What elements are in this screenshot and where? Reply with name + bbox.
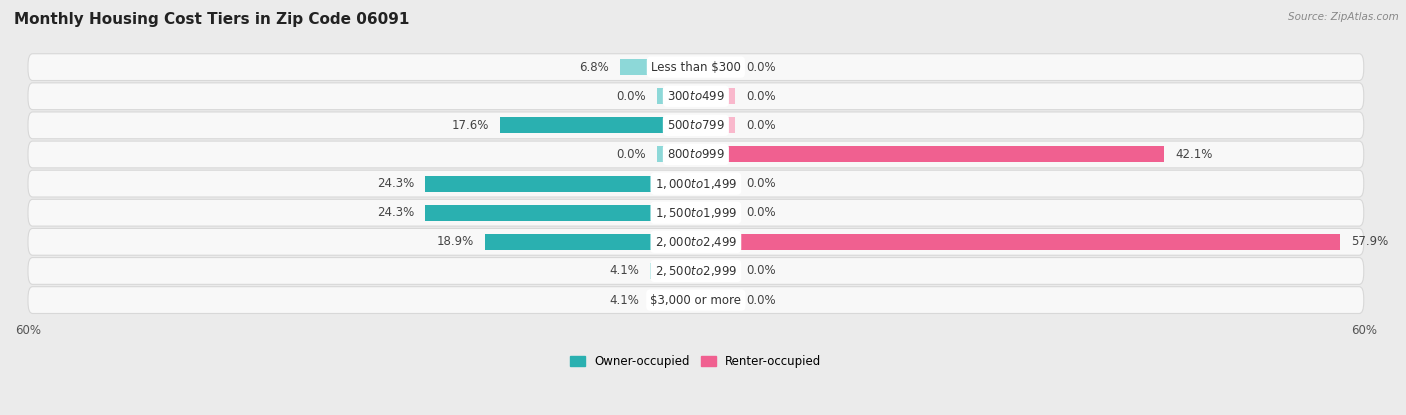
Bar — [426, 176, 696, 192]
Bar — [620, 59, 696, 75]
FancyBboxPatch shape — [28, 287, 1364, 313]
Text: 4.1%: 4.1% — [609, 293, 640, 307]
FancyBboxPatch shape — [28, 141, 1364, 168]
FancyBboxPatch shape — [28, 112, 1364, 139]
Bar — [696, 176, 735, 192]
Text: $3,000 or more: $3,000 or more — [651, 293, 741, 307]
Text: 0.0%: 0.0% — [747, 90, 776, 103]
Bar — [696, 234, 1340, 250]
Bar — [501, 117, 696, 133]
FancyBboxPatch shape — [28, 54, 1364, 81]
Bar — [657, 88, 696, 104]
Text: Less than $300: Less than $300 — [651, 61, 741, 73]
Bar — [696, 292, 735, 308]
Text: 57.9%: 57.9% — [1351, 235, 1389, 248]
Bar — [657, 146, 696, 163]
FancyBboxPatch shape — [28, 199, 1364, 226]
Text: 0.0%: 0.0% — [747, 119, 776, 132]
Text: 18.9%: 18.9% — [437, 235, 474, 248]
Text: $1,000 to $1,499: $1,000 to $1,499 — [655, 177, 737, 190]
Text: 0.0%: 0.0% — [616, 90, 645, 103]
Bar — [485, 234, 696, 250]
Text: Monthly Housing Cost Tiers in Zip Code 06091: Monthly Housing Cost Tiers in Zip Code 0… — [14, 12, 409, 27]
FancyBboxPatch shape — [28, 228, 1364, 255]
Text: Source: ZipAtlas.com: Source: ZipAtlas.com — [1288, 12, 1399, 22]
FancyBboxPatch shape — [28, 83, 1364, 110]
Bar — [696, 205, 735, 221]
Text: 0.0%: 0.0% — [747, 293, 776, 307]
Bar — [650, 263, 696, 279]
Text: $1,500 to $1,999: $1,500 to $1,999 — [655, 206, 737, 220]
Text: 6.8%: 6.8% — [579, 61, 609, 73]
Text: 0.0%: 0.0% — [747, 177, 776, 190]
Text: 24.3%: 24.3% — [377, 206, 415, 219]
Text: 0.0%: 0.0% — [747, 206, 776, 219]
Text: 0.0%: 0.0% — [747, 264, 776, 278]
Text: 0.0%: 0.0% — [747, 61, 776, 73]
Bar — [696, 146, 1164, 163]
Text: $2,500 to $2,999: $2,500 to $2,999 — [655, 264, 737, 278]
FancyBboxPatch shape — [28, 170, 1364, 197]
Text: $800 to $999: $800 to $999 — [666, 148, 724, 161]
Text: $300 to $499: $300 to $499 — [666, 90, 724, 103]
Bar — [426, 205, 696, 221]
Text: $2,000 to $2,499: $2,000 to $2,499 — [655, 235, 737, 249]
Bar — [696, 88, 735, 104]
FancyBboxPatch shape — [28, 258, 1364, 284]
Text: 24.3%: 24.3% — [377, 177, 415, 190]
Bar — [696, 263, 735, 279]
Text: 4.1%: 4.1% — [609, 264, 640, 278]
Bar — [696, 117, 735, 133]
Text: 42.1%: 42.1% — [1175, 148, 1213, 161]
Bar — [650, 292, 696, 308]
Legend: Owner-occupied, Renter-occupied: Owner-occupied, Renter-occupied — [565, 350, 825, 373]
Text: $500 to $799: $500 to $799 — [666, 119, 724, 132]
Bar — [696, 59, 735, 75]
Text: 17.6%: 17.6% — [451, 119, 489, 132]
Text: 0.0%: 0.0% — [616, 148, 645, 161]
